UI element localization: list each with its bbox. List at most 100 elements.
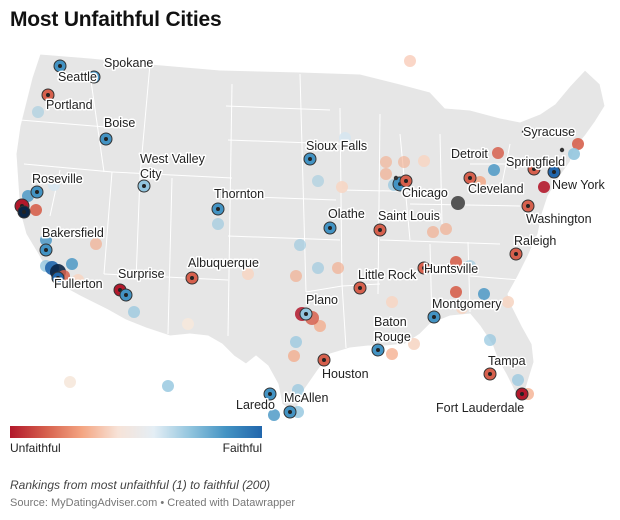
city-marker[interactable]: [398, 156, 410, 168]
city-dot: [521, 129, 527, 135]
map-title: Most Unfaithful Cities: [10, 8, 222, 31]
labeled-city-marker[interactable]: [14, 59, 561, 419]
city-marker[interactable]: [484, 334, 496, 346]
city-marker[interactable]: [128, 306, 140, 318]
city-dot: [393, 175, 399, 181]
legend-low-label: Unfaithful: [10, 441, 61, 455]
city-label-washington: Washington: [526, 212, 592, 226]
city-label-thornton: Thornton: [214, 187, 264, 201]
city-label-albuquerque: Albuquerque: [188, 256, 259, 270]
city-marker[interactable]: [314, 320, 326, 332]
city-marker[interactable]: [440, 223, 452, 235]
source-note: Source: MyDatingAdviser.com • Created wi…: [10, 497, 296, 509]
city-label-bakersfield: Bakersfield: [42, 226, 104, 240]
city-marker[interactable]: [48, 179, 60, 191]
city-label-cleveland: Cleveland: [468, 182, 524, 196]
city-label-montgomery: Montgomery: [432, 297, 502, 311]
city-marker[interactable]: [336, 181, 348, 193]
city-marker[interactable]: [502, 296, 514, 308]
city-label-little-rock: Little Rock: [358, 268, 417, 282]
baton-rouge-line: Baton: [374, 315, 407, 329]
city-marker[interactable]: [404, 55, 416, 67]
color-legend: Unfaithful Faithful: [10, 426, 262, 457]
city-marker[interactable]: [492, 147, 504, 159]
city-marker[interactable]: [90, 238, 102, 250]
city-marker[interactable]: [290, 336, 302, 348]
city-label-boise: Boise: [104, 116, 135, 130]
city-dot: [559, 147, 565, 153]
city-label-mcallen: McAllen: [284, 391, 329, 405]
city-marker[interactable]: [427, 226, 439, 238]
city-label-chicago: Chicago: [402, 186, 448, 200]
city-marker[interactable]: [40, 234, 52, 246]
city-label-tampa: Tampa: [488, 354, 526, 368]
city-label-saint-louis: Saint Louis: [378, 209, 440, 223]
west-valley-city-line: West Valley: [140, 152, 206, 166]
city-label-fullerton: Fullerton: [54, 277, 103, 291]
city-marker[interactable]: [474, 176, 486, 188]
city-label-huntsville: Huntsville: [424, 262, 478, 276]
city-marker[interactable]: [408, 338, 420, 350]
city-label-fort-lauderdale: Fort Lauderdale: [436, 401, 524, 415]
legend-high-label: Faithful: [222, 441, 262, 455]
city-marker[interactable]: [380, 168, 392, 180]
city-marker[interactable]: [386, 348, 398, 360]
city-marker[interactable]: [568, 148, 580, 160]
city-label-plano: Plano: [306, 293, 338, 307]
city-marker[interactable]: [182, 318, 194, 330]
city-label-springfield: Springfield: [506, 155, 565, 169]
city-marker[interactable]: [32, 106, 44, 118]
city-marker[interactable]: [312, 262, 324, 274]
city-marker[interactable]: [162, 380, 174, 392]
city-marker[interactable]: [464, 260, 476, 272]
city-label-spokane: Spokane: [104, 56, 153, 70]
baton-rouge-line-2: Rouge: [374, 330, 411, 344]
city-labels: Spokane Seattle Portland Boise West Vall…: [31, 55, 608, 417]
city-marker[interactable]: [456, 302, 468, 314]
us-land: [15, 53, 606, 415]
city-marker[interactable]: [572, 138, 584, 150]
us-map: Spokane Seattle Portland Boise West Vall…: [14, 53, 608, 421]
city-label-baton-rouge: Baton Rouge: [374, 315, 411, 344]
city-marker[interactable]: [450, 256, 462, 268]
city-marker[interactable]: [332, 262, 344, 274]
city-label-sioux-falls: Sioux Falls: [306, 139, 367, 153]
city-label-new-york: New York: [552, 178, 606, 192]
city-label-surprise: Surprise: [118, 267, 165, 281]
city-marker[interactable]: [288, 350, 300, 362]
city-marker[interactable]: [312, 175, 324, 187]
city-marker[interactable]: [386, 296, 398, 308]
city-label-houston: Houston: [322, 367, 369, 381]
city-label-olathe: Olathe: [328, 207, 365, 221]
city-marker[interactable]: [488, 164, 500, 176]
city-markers: [14, 55, 584, 421]
city-label-roseville: Roseville: [32, 172, 83, 186]
city-marker[interactable]: [451, 196, 465, 210]
city-label-portland: Portland: [46, 98, 93, 112]
city-marker[interactable]: [268, 409, 280, 421]
city-label-seattle: Seattle: [58, 70, 97, 84]
city-marker[interactable]: [512, 374, 524, 386]
city-marker[interactable]: [538, 181, 550, 193]
west-valley-city-line-2: City: [140, 167, 162, 181]
city-marker[interactable]: [380, 156, 392, 168]
city-marker[interactable]: [242, 268, 254, 280]
city-label-raleigh: Raleigh: [514, 234, 556, 248]
city-label-laredo: Laredo: [236, 398, 275, 412]
city-label-west-valley-city: West Valley City: [140, 152, 206, 181]
city-marker[interactable]: [294, 239, 306, 251]
city-marker[interactable]: [64, 376, 76, 388]
city-label-syracuse: Syracuse: [523, 125, 575, 139]
city-marker[interactable]: [66, 258, 78, 270]
city-marker[interactable]: [450, 286, 462, 298]
city-marker[interactable]: [292, 384, 304, 396]
map-subtitle: Rankings from most unfaithful (1) to fai…: [10, 478, 271, 492]
city-marker[interactable]: [72, 274, 84, 286]
city-marker[interactable]: [290, 270, 302, 282]
city-label-detroit: Detroit: [451, 147, 488, 161]
city-marker[interactable]: [418, 155, 430, 167]
city-marker[interactable]: [30, 204, 42, 216]
city-marker[interactable]: [339, 132, 351, 144]
city-marker[interactable]: [478, 288, 490, 300]
city-marker[interactable]: [212, 218, 224, 230]
